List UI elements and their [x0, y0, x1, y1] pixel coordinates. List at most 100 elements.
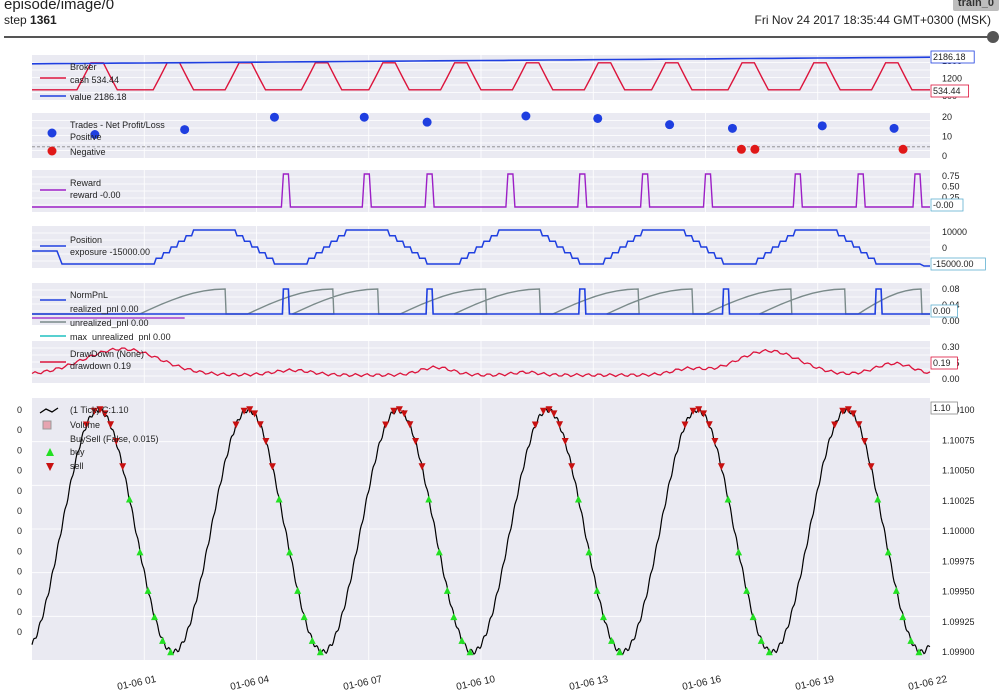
- buy-marker: [874, 495, 882, 503]
- negative-legend-label: Negative: [70, 147, 106, 157]
- sell-marker: [412, 438, 420, 446]
- sell-marker: [90, 407, 98, 415]
- position-legend-title: Position: [70, 235, 102, 245]
- max-unrealized-pnl-legend-label: max_unrealized_pnl 0.00: [70, 332, 171, 342]
- buy-marker: [608, 636, 616, 644]
- trades-y-tick-label: 0: [942, 151, 947, 161]
- buy-marker: [286, 548, 294, 556]
- negative-trade-point: [750, 144, 760, 154]
- x-tick-label: 01-06 01: [116, 674, 157, 693]
- position-y-tick-label: 0: [942, 243, 947, 253]
- buy-marker: [616, 648, 624, 656]
- broker-value-last-value: 2186.18: [933, 52, 966, 62]
- drawdown-legend-label: drawdown 0.19: [70, 361, 131, 371]
- buy-marker: [159, 636, 167, 644]
- sell-marker: [232, 421, 240, 429]
- sell-marker: [556, 421, 564, 429]
- buy-marker: [435, 548, 443, 556]
- cash-series-line: [32, 62, 930, 91]
- volume-y-tick-label: 0: [17, 627, 22, 637]
- sell-marker: [831, 421, 839, 429]
- normpnl-last-value: 0.00: [933, 306, 951, 316]
- sell-marker: [861, 438, 869, 446]
- sell-marker: [568, 463, 576, 471]
- sell-marker: [681, 421, 689, 429]
- buysell-legend-title: BuySell (False, 0.015): [70, 434, 159, 444]
- price-series-line: [31, 406, 931, 656]
- x-tick-label: 01-06 13: [568, 674, 609, 693]
- buy-marker: [300, 613, 308, 621]
- position-y-tick-label: 10000: [942, 227, 967, 237]
- normpnl-box: [930, 304, 958, 318]
- sell-marker: [101, 410, 109, 418]
- step-indicator: step 1361: [4, 13, 57, 27]
- sell-marker: [539, 407, 547, 415]
- drawdown-y-tick-label: 0.30: [942, 342, 960, 352]
- reward-legend-title: Reward: [70, 178, 101, 188]
- volume-y-tick-label: 0: [17, 526, 22, 536]
- sell-marker: [107, 421, 115, 429]
- step-value: 1361: [30, 13, 57, 27]
- position-box: [930, 257, 986, 271]
- step-slider-track[interactable]: [4, 36, 994, 38]
- price-y-tick-label: 1.09975: [942, 556, 975, 566]
- step-slider-handle[interactable]: [987, 31, 999, 43]
- buy-marker: [907, 636, 915, 644]
- positive-trade-point: [269, 112, 279, 122]
- volume-y-tick-label: 0: [17, 546, 22, 556]
- sell-marker: [700, 410, 708, 418]
- drawdown-series-line: [31, 347, 931, 378]
- normpnl-y-tick-label: 0.08: [942, 284, 960, 294]
- normpnl-y-tick-label: 0.00: [942, 316, 960, 326]
- x-tick-label: 01-06 19: [794, 674, 835, 693]
- positive-trade-point: [90, 130, 100, 139]
- broker-value-box: [930, 50, 975, 64]
- price-box: [930, 401, 958, 415]
- drawdown-y-tick-label: 0.00: [942, 374, 960, 384]
- sell-marker: [406, 421, 414, 429]
- buy-marker: [743, 586, 751, 594]
- price-legend-line: [39, 407, 59, 414]
- buy-marker: [599, 613, 607, 621]
- reward-y-tick-label: 0.75: [942, 171, 960, 181]
- timestamp: Fri Nov 24 2017 18:35:44 GMT+0300 (MSK): [754, 13, 991, 27]
- buy-marker: [749, 613, 757, 621]
- positive-trade-point: [422, 117, 432, 127]
- buy-marker: [574, 495, 582, 503]
- price-y-tick-label: 1.10050: [942, 466, 975, 476]
- buy-marker: [450, 613, 458, 621]
- sell-marker: [717, 463, 725, 471]
- buy-marker: [144, 586, 152, 594]
- x-tick-label: 01-06 16: [681, 674, 722, 693]
- price-y-tick-label: 1.10000: [942, 526, 975, 536]
- sell-marker: [867, 463, 875, 471]
- negative-trade-point: [736, 144, 746, 154]
- volume-y-tick-label: 0: [17, 587, 22, 597]
- sell-marker: [855, 421, 863, 429]
- buy-marker: [765, 648, 773, 656]
- volume-y-tick-label: 0: [17, 405, 22, 415]
- unrealized-pnl-legend-label: unrealized_pnl 0.00: [70, 318, 149, 328]
- realized-pnl-legend-label: realized_pnl 0.00: [70, 304, 139, 314]
- drawdown-box: [930, 356, 958, 370]
- positive-legend-marker: [47, 128, 57, 138]
- sell-marker: [561, 438, 569, 446]
- buy-marker: [593, 586, 601, 594]
- buy-marker: [425, 495, 433, 503]
- run-tag-badge: train_0: [952, 0, 999, 11]
- positive-trade-point: [727, 123, 737, 133]
- sell-marker: [400, 410, 408, 418]
- buy-marker: [125, 495, 133, 503]
- buy-marker: [899, 613, 907, 621]
- sell-marker: [268, 463, 276, 471]
- sell-marker: [689, 407, 697, 415]
- value-series-line: [31, 56, 931, 65]
- sell-legend-marker: [46, 463, 54, 471]
- buy-marker: [735, 548, 743, 556]
- drawdown-last-value: 0.19: [933, 358, 951, 368]
- buy-legend-label: buy: [70, 447, 85, 457]
- trades-y-tick-label: 20: [942, 112, 952, 122]
- header: episode/image/0 step 1361 train_0 Fri No…: [4, 0, 999, 44]
- sell-marker: [382, 421, 390, 429]
